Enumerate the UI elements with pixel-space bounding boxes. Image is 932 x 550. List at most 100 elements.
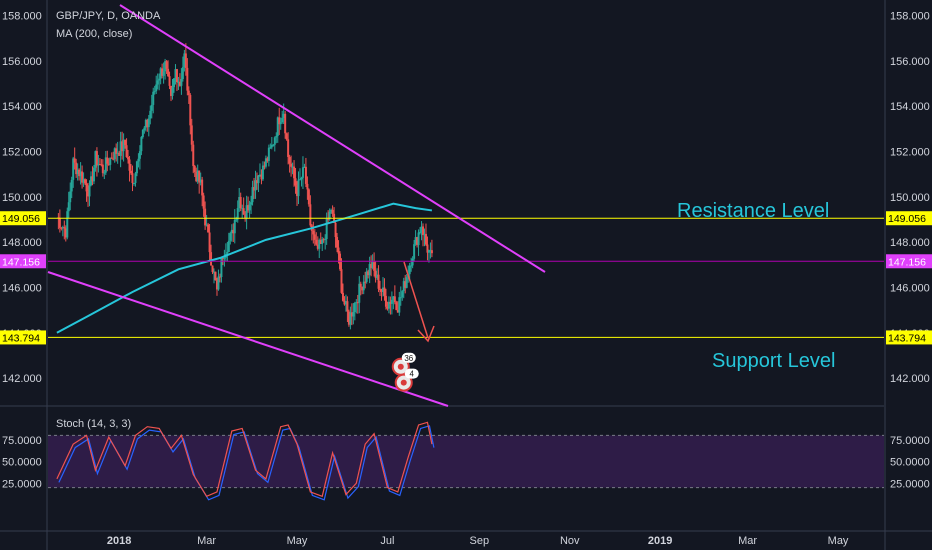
event-count-bg [401,352,416,363]
candle-body [411,258,414,266]
candle-body [417,232,420,246]
candle-body [401,291,404,298]
candle-body [84,179,87,184]
candle-body [284,113,287,134]
candle-body [217,276,220,290]
candle-body [291,166,294,168]
candle-body [276,117,279,137]
candle-body [72,158,75,180]
candle-body [138,151,141,159]
candle-body [343,300,346,305]
price-tick-left: 156.000 [2,56,42,68]
candle-body [349,312,352,325]
candle-body [352,312,355,317]
candle-body [350,312,353,317]
candle-body [226,252,229,255]
candle-body [210,252,213,266]
candle-body [247,205,250,211]
candle-body [124,139,127,146]
candle-body [402,281,405,292]
candle-body [399,297,402,299]
candle-body [211,265,214,272]
event-marker[interactable]: 4 [394,368,419,392]
candle-body [396,310,399,313]
candle-body [258,174,261,176]
candle-body [183,53,186,68]
candle-body [365,271,368,282]
candle-body [58,218,61,228]
candle-body [300,177,303,180]
candle-body [389,301,392,304]
candle-body [253,187,256,191]
candle-body [134,173,137,183]
candle-body [88,185,91,197]
price-tick-left: 158.000 [2,11,42,23]
candle-body [156,80,159,85]
candle-body [115,148,118,154]
candle-body [319,240,322,244]
projection-arrow [403,261,429,339]
candle-body [85,183,88,192]
candle-body [127,157,130,160]
ma200-line [56,202,433,334]
support-price-tag-bg [886,330,932,345]
candle-body [137,158,140,162]
candle-body [244,214,247,219]
time-tick: 2018 [107,535,131,547]
time-tick: Jul [380,535,394,547]
candle-body [430,250,433,254]
candle-body [106,157,109,164]
candle-body [374,270,377,278]
candle-body [325,218,328,240]
candle-body [298,179,301,181]
candle-body [279,122,282,125]
candle-body [223,257,226,259]
candle-body [250,202,253,205]
candle-body [218,276,221,278]
candle-body [395,302,398,311]
candle-body [230,229,233,234]
candle-body [290,163,293,167]
candle-body [155,84,158,92]
candle-body [241,208,244,210]
candle-body [152,91,155,105]
candle-body [180,79,183,86]
candle-body [63,227,66,229]
candle-body [315,239,318,245]
resistance-price-tag: 149.056 [888,213,926,225]
candle-body [413,244,416,259]
last-price-tag-bg [886,254,932,269]
candle-body [328,211,331,220]
candle-body [367,271,370,276]
candle-body [282,113,285,118]
candle-body [324,239,327,241]
candle-body [251,187,254,203]
candle-body [87,191,90,197]
candle-body [235,219,238,221]
candle-body [94,151,97,168]
candle-body [383,287,386,296]
candle-body [171,87,174,96]
candle-body [269,147,272,149]
stoch-tick-left: 75.0000 [2,435,42,447]
candle-body [82,179,85,183]
candle-body [61,227,64,229]
candle-body [420,226,423,233]
candle-body [175,69,178,83]
stoch-tick-right: 25.0000 [890,478,930,490]
price-tick-right: 154.000 [890,101,930,113]
candle-body [390,299,393,304]
candle-body [380,289,383,292]
candle-body [167,68,170,77]
event-count: 36 [404,354,413,363]
candle-body [327,218,330,220]
candle-body [190,125,193,145]
candle-body [135,161,138,174]
price-tick-right: 156.000 [890,56,930,68]
candle-body [330,209,333,212]
candle-body [307,189,310,205]
candle-body [273,137,276,145]
candle-body [288,157,291,164]
candle-body [416,237,419,246]
